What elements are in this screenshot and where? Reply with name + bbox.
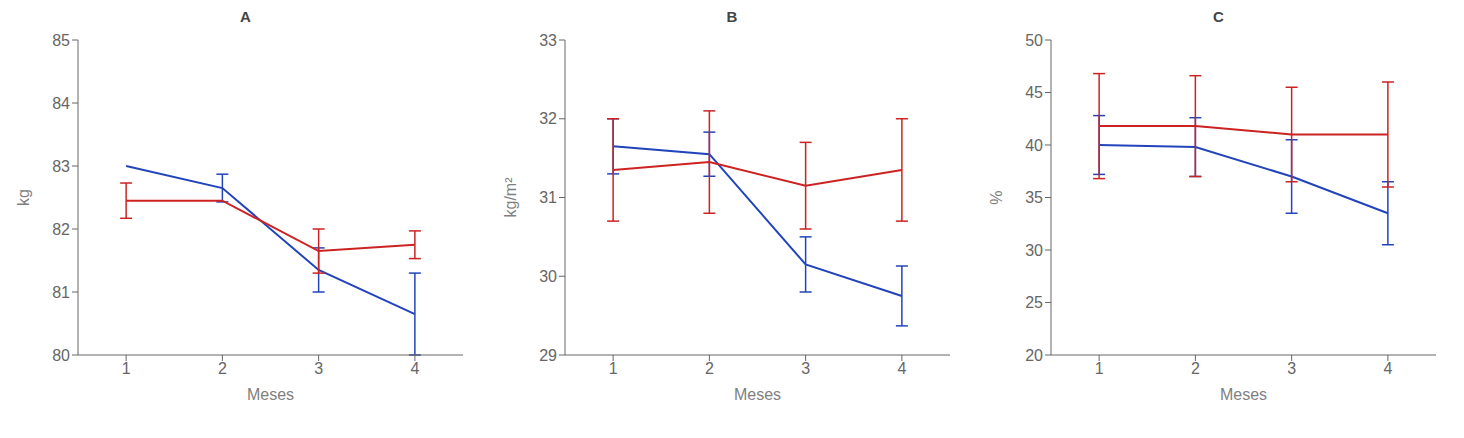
- svg-text:Meses: Meses: [247, 386, 294, 403]
- svg-text:35: 35: [1025, 189, 1043, 206]
- svg-text:1: 1: [1095, 360, 1104, 377]
- html-text:B: B: [726, 8, 738, 25]
- svg-text:2: 2: [218, 360, 227, 377]
- svg-text:81: 81: [52, 284, 70, 301]
- svg-text:83: 83: [52, 158, 70, 175]
- html-text:C: C: [1213, 8, 1224, 25]
- svg-text:33: 33: [539, 32, 557, 49]
- svg-text:kg/m²: kg/m²: [501, 177, 518, 218]
- svg-text:80: 80: [52, 347, 70, 364]
- svg-text:31: 31: [539, 189, 557, 206]
- svg-text:3: 3: [801, 360, 810, 377]
- svg-text:4: 4: [1383, 360, 1392, 377]
- svg-text:4: 4: [410, 360, 419, 377]
- svg-text:1: 1: [122, 360, 131, 377]
- svg-text:20: 20: [1025, 347, 1043, 364]
- svg-text:32: 32: [539, 110, 557, 127]
- svg-text:Meses: Meses: [1220, 386, 1267, 403]
- svg-text:4: 4: [897, 360, 906, 377]
- svg-text:Meses: Meses: [733, 386, 780, 403]
- svg-text:%: %: [988, 190, 1005, 204]
- svg-text:2: 2: [704, 360, 713, 377]
- svg-text:3: 3: [1287, 360, 1296, 377]
- svg-text:2: 2: [1191, 360, 1200, 377]
- svg-text:30: 30: [539, 268, 557, 285]
- svg-text:82: 82: [52, 221, 70, 238]
- html-text:A: A: [240, 8, 251, 25]
- svg-text:45: 45: [1025, 84, 1043, 101]
- svg-text:29: 29: [539, 347, 557, 364]
- svg-text:50: 50: [1025, 32, 1043, 49]
- svg-text:1: 1: [608, 360, 617, 377]
- svg-text:30: 30: [1025, 242, 1043, 259]
- svg-text:40: 40: [1025, 137, 1043, 154]
- svg-text:85: 85: [52, 32, 70, 49]
- svg-text:25: 25: [1025, 294, 1043, 311]
- svg-text:84: 84: [52, 95, 70, 112]
- svg-text:kg: kg: [15, 189, 32, 206]
- svg-text:3: 3: [314, 360, 323, 377]
